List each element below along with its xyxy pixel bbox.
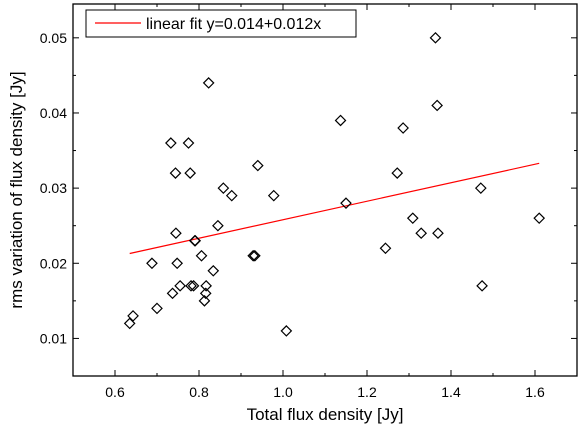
data-point bbox=[533, 212, 546, 225]
data-point bbox=[123, 317, 136, 330]
data-point bbox=[198, 294, 211, 307]
x-axis-label: Total flux density [Jy] bbox=[247, 405, 404, 424]
data-point bbox=[182, 137, 195, 149]
x-tick-label: 0.6 bbox=[105, 384, 125, 400]
axis-ticks: 0.6 0.8 1.0 1.2 1.4 1.6 0.01 0.02 0.03 0.04 0.05 bbox=[40, 4, 578, 400]
data-point bbox=[166, 287, 179, 300]
data-point bbox=[187, 279, 200, 292]
data-point bbox=[169, 167, 182, 179]
x-tick-label: 1.2 bbox=[357, 384, 377, 400]
data-point bbox=[200, 279, 212, 292]
legend-label-fit-line: linear fit y=0.014+0.012x bbox=[146, 16, 321, 33]
data-point bbox=[207, 264, 220, 277]
data-point bbox=[340, 197, 352, 210]
y-tick-label: 0.04 bbox=[40, 105, 67, 121]
data-point bbox=[127, 310, 139, 322]
data-point bbox=[225, 189, 238, 202]
data-point bbox=[184, 167, 197, 179]
plot-frame bbox=[72, 3, 578, 377]
data-point bbox=[202, 77, 215, 89]
data-point bbox=[397, 122, 409, 134]
data-point bbox=[247, 249, 260, 262]
data-point bbox=[171, 257, 184, 270]
x-tick-label: 1.0 bbox=[273, 384, 293, 400]
data-point bbox=[165, 137, 177, 149]
data-point bbox=[146, 257, 158, 270]
data-point bbox=[212, 219, 224, 232]
y-axis-label: rms variation of flux density [Jy] bbox=[7, 71, 26, 308]
y-tick-label: 0.05 bbox=[40, 30, 67, 46]
data-point bbox=[151, 302, 163, 315]
data-point bbox=[431, 99, 443, 112]
data-point bbox=[334, 114, 347, 127]
data-point bbox=[267, 189, 280, 202]
data-point bbox=[280, 325, 293, 337]
data-point bbox=[432, 227, 444, 240]
data-point bbox=[199, 287, 212, 300]
y-tick-label: 0.03 bbox=[40, 180, 67, 196]
x-tick-label: 0.8 bbox=[189, 384, 209, 400]
data-point bbox=[174, 279, 186, 292]
data-point bbox=[415, 227, 428, 240]
data-point bbox=[251, 159, 264, 172]
data-points-layer bbox=[123, 31, 546, 337]
data-point bbox=[476, 279, 488, 292]
x-tick-label: 1.6 bbox=[525, 384, 545, 400]
data-point bbox=[391, 167, 404, 179]
x-tick-label: 1.4 bbox=[441, 384, 461, 400]
data-point bbox=[406, 212, 419, 225]
data-point bbox=[474, 182, 487, 194]
y-tick-label: 0.02 bbox=[40, 255, 67, 271]
legend: linear fit y=0.014+0.012x bbox=[85, 9, 357, 38]
y-tick-label: 0.01 bbox=[40, 330, 67, 346]
data-point bbox=[429, 31, 442, 44]
data-point bbox=[188, 234, 201, 247]
data-point bbox=[185, 279, 197, 292]
data-point bbox=[217, 182, 230, 194]
data-point bbox=[189, 234, 202, 247]
data-point bbox=[195, 249, 208, 262]
data-point bbox=[379, 242, 392, 255]
data-point bbox=[249, 249, 261, 262]
data-point bbox=[170, 227, 182, 240]
